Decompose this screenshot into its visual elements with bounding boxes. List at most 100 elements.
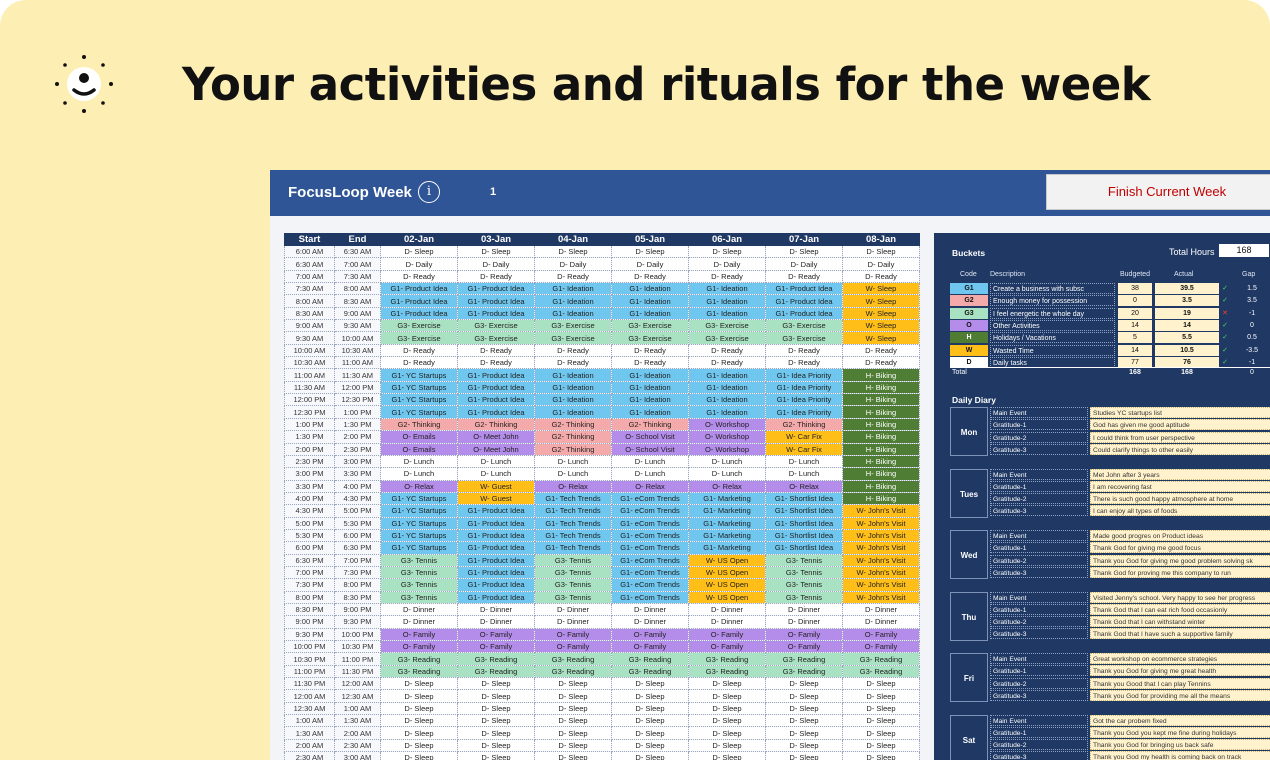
activity-cell[interactable]: G2- Thinking [457,417,535,432]
activity-cell[interactable]: O- Family [534,627,612,642]
activity-cell[interactable]: D- Sleep [688,677,766,691]
activity-cell[interactable]: G1- Ideation [688,306,766,321]
activity-cell[interactable]: G1- YC Startups [380,380,458,395]
activity-cell[interactable]: G1- Shortlist Idea [765,516,843,530]
diary-entry-value[interactable]: Thank God that I can eat rich food occas… [1090,603,1270,615]
bucket-budgeted[interactable]: 0 [1118,295,1152,307]
activity-cell[interactable]: G1- Ideation [611,368,689,382]
activity-cell[interactable]: G1- Marketing [688,491,766,506]
activity-cell[interactable]: G3- Reading [611,664,689,679]
activity-cell[interactable]: D- Sleep [842,677,920,691]
bucket-description[interactable]: Create a business with subsc [990,283,1115,294]
activity-cell[interactable]: G3- Exercise [611,319,689,333]
activity-cell[interactable]: G1- Product Idea [380,294,458,308]
activity-cell[interactable]: G3- Exercise [765,331,843,345]
activity-cell[interactable]: G1- Product Idea [457,504,535,518]
activity-cell[interactable]: O- Family [534,639,612,654]
activity-cell[interactable]: D- Sleep [457,701,535,716]
activity-cell[interactable]: G1- Product Idea [765,306,843,321]
activity-cell[interactable]: D- Ready [688,269,766,284]
activity-cell[interactable]: D- Daily [534,257,612,271]
activity-cell[interactable]: D- Sleep [611,689,689,703]
activity-cell[interactable]: D- Sleep [380,689,458,703]
activity-cell[interactable]: G1- eCom Trends [611,516,689,530]
activity-cell[interactable]: G1- Ideation [611,405,689,419]
diary-entry-value[interactable]: Thank you God for giving me great health [1090,665,1270,677]
activity-cell[interactable]: G3- Tennis [534,553,612,567]
activity-cell[interactable]: G1- Product Idea [457,528,535,543]
activity-cell[interactable]: G1- YC Startups [380,405,458,419]
activity-cell[interactable]: G1- Product Idea [765,294,843,308]
activity-cell[interactable]: D- Sleep [457,689,535,703]
activity-cell[interactable]: G1- Ideation [688,282,766,296]
activity-cell[interactable]: G1- Tech Trends [534,491,612,506]
activity-cell[interactable]: G3- Exercise [611,331,689,345]
bucket-budgeted[interactable]: 5 [1118,332,1152,344]
activity-cell[interactable]: O- Relax [765,479,843,493]
activity-cell[interactable]: H- Biking [842,479,920,493]
activity-cell[interactable]: O- Meet John [457,442,535,456]
activity-cell[interactable]: O- Emails [380,430,458,444]
activity-cell[interactable]: O- Family [457,627,535,642]
activity-cell[interactable]: H- Biking [842,405,920,419]
activity-cell[interactable]: O- Family [842,627,920,642]
activity-cell[interactable]: G1- Marketing [688,528,766,543]
activity-cell[interactable]: G3- Exercise [688,331,766,345]
activity-cell[interactable]: D- Daily [611,257,689,271]
activity-cell[interactable]: D- Sleep [765,738,843,753]
diary-entry-value[interactable]: There is such good happy atmosphere at h… [1090,493,1270,505]
activity-cell[interactable]: W- Car Fix [765,442,843,456]
activity-cell[interactable]: G1- Product Idea [457,282,535,296]
activity-cell[interactable]: D- Sleep [688,244,766,259]
activity-cell[interactable]: D- Sleep [380,726,458,740]
activity-cell[interactable]: D- Sleep [534,677,612,691]
activity-cell[interactable]: G3- Reading [611,652,689,666]
activity-cell[interactable]: O- School Visit [611,442,689,456]
activity-cell[interactable]: W- Guest [457,491,535,506]
activity-cell[interactable]: D- Dinner [380,602,458,617]
activity-cell[interactable]: D- Sleep [611,751,689,760]
activity-cell[interactable]: D- Sleep [534,714,612,728]
diary-entry-value[interactable]: Met John after 3 years [1090,468,1270,480]
activity-cell[interactable]: G3- Exercise [534,319,612,333]
activity-cell[interactable]: D- Sleep [688,714,766,728]
activity-cell[interactable]: G1- YC Startups [380,491,458,506]
activity-cell[interactable]: D- Lunch [688,454,766,469]
diary-entry-value[interactable]: I am recovering fast [1090,480,1270,492]
activity-cell[interactable]: D- Lunch [611,467,689,481]
activity-cell[interactable]: G1- Ideation [611,393,689,407]
diary-entry-value[interactable]: Got the car probem fixed [1090,714,1270,726]
diary-entry-value[interactable]: Thank God that I can withstand winter [1090,616,1270,628]
activity-cell[interactable]: O- Relax [688,479,766,493]
activity-cell[interactable]: G1- Product Idea [380,282,458,296]
activity-cell[interactable]: G1- Ideation [534,282,612,296]
activity-cell[interactable]: G1- Ideation [611,380,689,395]
activity-cell[interactable]: H- Biking [842,491,920,506]
activity-cell[interactable]: D- Sleep [765,244,843,259]
activity-cell[interactable]: G1- Ideation [534,380,612,395]
activity-cell[interactable]: D- Daily [688,257,766,271]
activity-cell[interactable]: O- Family [457,639,535,654]
activity-cell[interactable]: D- Ready [457,269,535,284]
activity-cell[interactable]: D- Daily [457,257,535,271]
activity-cell[interactable]: D- Sleep [534,689,612,703]
activity-cell[interactable]: D- Sleep [534,738,612,753]
diary-entry-value[interactable]: Thank God that I have such a supportive … [1090,628,1270,640]
activity-cell[interactable]: G1- Product Idea [380,306,458,321]
activity-cell[interactable]: D- Ready [688,356,766,370]
activity-cell[interactable]: D- Lunch [688,467,766,481]
activity-cell[interactable]: G1- Product Idea [457,590,535,604]
activity-cell[interactable]: W- Sleep [842,319,920,333]
activity-cell[interactable]: G3- Reading [380,664,458,679]
activity-cell[interactable]: G1- Ideation [534,294,612,308]
activity-cell[interactable]: G3- Reading [765,664,843,679]
activity-cell[interactable]: D- Sleep [611,677,689,691]
activity-cell[interactable]: D- Lunch [611,454,689,469]
activity-cell[interactable]: D- Ready [534,356,612,370]
activity-cell[interactable]: D- Sleep [380,244,458,259]
activity-cell[interactable]: G3- Tennis [380,590,458,604]
diary-entry-value[interactable]: I can enjoy all types of foods [1090,505,1270,517]
activity-cell[interactable]: D- Sleep [457,751,535,760]
activity-cell[interactable]: D- Dinner [688,602,766,617]
activity-cell[interactable]: G1- Product Idea [457,541,535,555]
